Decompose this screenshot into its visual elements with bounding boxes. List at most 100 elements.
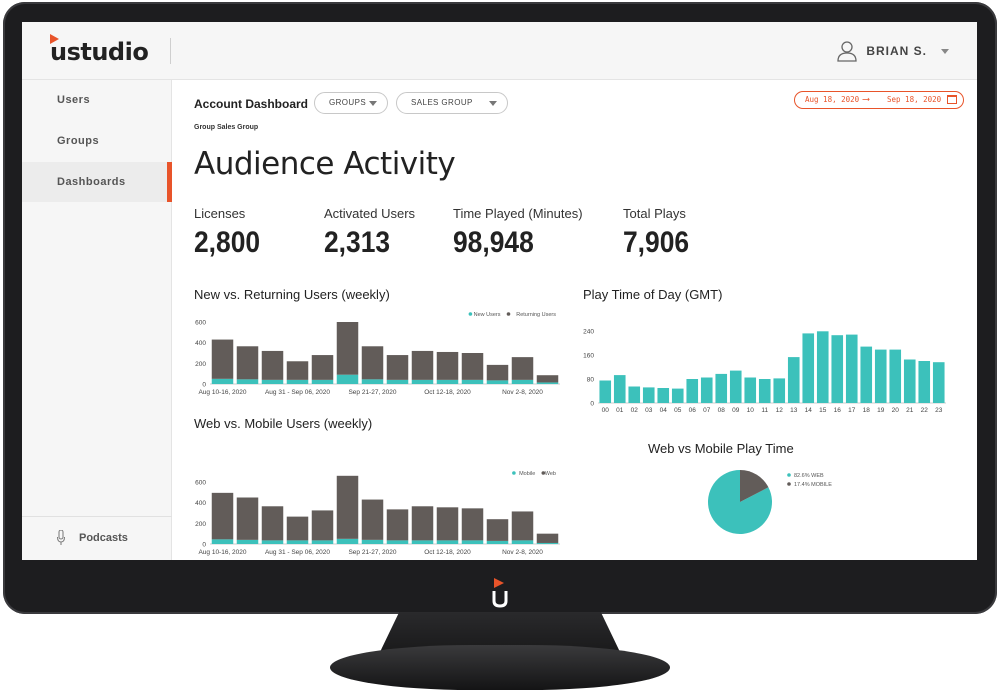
sidebar-item-podcasts[interactable]: Podcasts bbox=[22, 516, 172, 560]
bar-segment bbox=[411, 540, 434, 544]
x-tick-label: Aug 31 - Sep 06, 2020 bbox=[265, 389, 330, 396]
bar bbox=[874, 349, 887, 403]
bar bbox=[700, 377, 713, 403]
x-tick-label: 21 bbox=[906, 407, 914, 414]
sidebar-item-users[interactable]: Users bbox=[57, 94, 91, 106]
bar-segment bbox=[411, 506, 434, 541]
chart-title-web-mobile-play-time: Web vs Mobile Play Time bbox=[648, 441, 794, 456]
microphone-icon bbox=[57, 530, 65, 545]
sidebar-item-groups[interactable]: Groups bbox=[57, 135, 100, 147]
bar-segment bbox=[236, 539, 259, 544]
bar-segment bbox=[261, 506, 284, 541]
groups-dropdown-label: GROUPS bbox=[329, 98, 367, 107]
legend-label: Returning Users bbox=[516, 312, 556, 318]
bar-segment bbox=[486, 519, 509, 541]
legend-swatch bbox=[787, 473, 791, 477]
groups-dropdown[interactable]: GROUPS bbox=[314, 92, 388, 114]
legend-swatch bbox=[541, 471, 546, 475]
y-tick-label: 0 bbox=[202, 542, 206, 549]
bar-segment bbox=[311, 379, 334, 384]
bar bbox=[729, 370, 742, 403]
bar-segment bbox=[536, 533, 559, 543]
play-time-of-day-chart: 0 80 160 240 00 01 02 03 04 05 06 07 08 09 10 11 12 13 14 1… bbox=[583, 329, 946, 414]
bar-segment bbox=[536, 542, 559, 544]
bar-segment bbox=[286, 516, 309, 541]
bar-segment bbox=[511, 379, 534, 384]
bar-segment bbox=[386, 509, 409, 541]
x-tick-label: 14 bbox=[805, 407, 813, 414]
bar bbox=[845, 334, 858, 403]
legend-swatch bbox=[512, 471, 516, 475]
y-tick-label: 200 bbox=[195, 361, 206, 368]
user-name: BRIAN S. bbox=[866, 44, 927, 58]
x-tick-label: Aug 31 - Sep 06, 2020 bbox=[265, 549, 330, 556]
bar-segment bbox=[386, 355, 409, 380]
brand-logo[interactable]: ustudio bbox=[50, 38, 149, 66]
x-tick-label: 11 bbox=[761, 407, 768, 414]
y-tick-label: 600 bbox=[195, 480, 206, 487]
bar-segment bbox=[386, 540, 409, 544]
bar bbox=[686, 379, 699, 403]
bar bbox=[802, 333, 815, 403]
bar-segment bbox=[511, 540, 534, 544]
bar-segment bbox=[461, 540, 484, 544]
chart-title-play-time: Play Time of Day (GMT) bbox=[583, 287, 723, 302]
bar bbox=[657, 388, 670, 403]
sidebar-item-dashboards[interactable]: Dashboards bbox=[22, 162, 172, 202]
bar-segment bbox=[361, 539, 384, 544]
x-tick-label: 08 bbox=[718, 407, 726, 414]
legend-label: 82.6% WEB bbox=[794, 473, 824, 479]
bar-segment bbox=[311, 355, 334, 380]
legend-label: Mobile bbox=[519, 471, 535, 477]
bar-segment bbox=[361, 499, 384, 540]
bar bbox=[816, 331, 829, 403]
x-tick-label: 16 bbox=[834, 407, 842, 414]
bar-segment bbox=[486, 364, 509, 381]
y-tick-label: 400 bbox=[195, 500, 206, 507]
sales-group-dropdown-label: SALES GROUP bbox=[411, 98, 473, 107]
bar-segment bbox=[511, 511, 534, 541]
new-returning-users-chart: 0 200 400 600 Aug 10-16, 2020 Aug 31 - Sep 06… bbox=[195, 312, 560, 396]
bar-segment bbox=[411, 350, 434, 380]
sales-group-dropdown[interactable]: SALES GROUP bbox=[396, 92, 508, 114]
chevron-down-icon bbox=[489, 101, 497, 106]
bar-segment bbox=[211, 339, 234, 379]
bar-segment bbox=[361, 379, 384, 384]
legend-label: New Users bbox=[474, 312, 501, 318]
sidebar-item-label: Podcasts bbox=[79, 532, 128, 544]
stat-value-total-plays: 7,906 bbox=[623, 226, 690, 259]
x-tick-label: Aug 10-16, 2020 bbox=[198, 389, 246, 396]
stat-value-activated-users: 2,313 bbox=[324, 226, 391, 259]
stat-value-licenses: 2,800 bbox=[194, 226, 261, 259]
bar bbox=[715, 373, 728, 403]
x-tick-label: Sep 21-27, 2020 bbox=[348, 549, 396, 556]
x-tick-label: 15 bbox=[819, 407, 827, 414]
bar-segment bbox=[436, 540, 459, 544]
bar bbox=[903, 359, 916, 403]
brand-mark-icon bbox=[50, 34, 59, 44]
x-tick-label: 02 bbox=[631, 407, 639, 414]
user-menu[interactable]: BRIAN S. bbox=[836, 40, 949, 62]
x-tick-label: 17 bbox=[848, 407, 856, 414]
bar-segment bbox=[286, 361, 309, 380]
bar-segment bbox=[261, 379, 284, 384]
bar bbox=[932, 362, 945, 403]
bar bbox=[860, 346, 873, 403]
chevron-down-icon bbox=[941, 48, 949, 54]
date-range-picker[interactable]: Aug 18, 2020 ⟶ Sep 18, 2020 bbox=[794, 91, 964, 109]
date-start: Aug 18, 2020 bbox=[805, 95, 860, 104]
bar-segment bbox=[336, 538, 359, 544]
bar bbox=[889, 349, 902, 403]
bar bbox=[758, 379, 771, 403]
top-bar: ustudio BRIAN S. bbox=[22, 22, 977, 80]
stat-label-time-played: Time Played (Minutes) bbox=[453, 206, 583, 221]
bar-segment bbox=[261, 540, 284, 544]
y-tick-label: 240 bbox=[583, 329, 594, 336]
chevron-down-icon bbox=[369, 101, 377, 106]
bar bbox=[613, 375, 626, 403]
bar-segment bbox=[436, 351, 459, 380]
bar-segment bbox=[336, 475, 359, 539]
account-dashboard-title: Account Dashboard bbox=[194, 97, 309, 111]
bar bbox=[918, 361, 931, 403]
ustudio-chin-logo-icon bbox=[492, 578, 508, 608]
